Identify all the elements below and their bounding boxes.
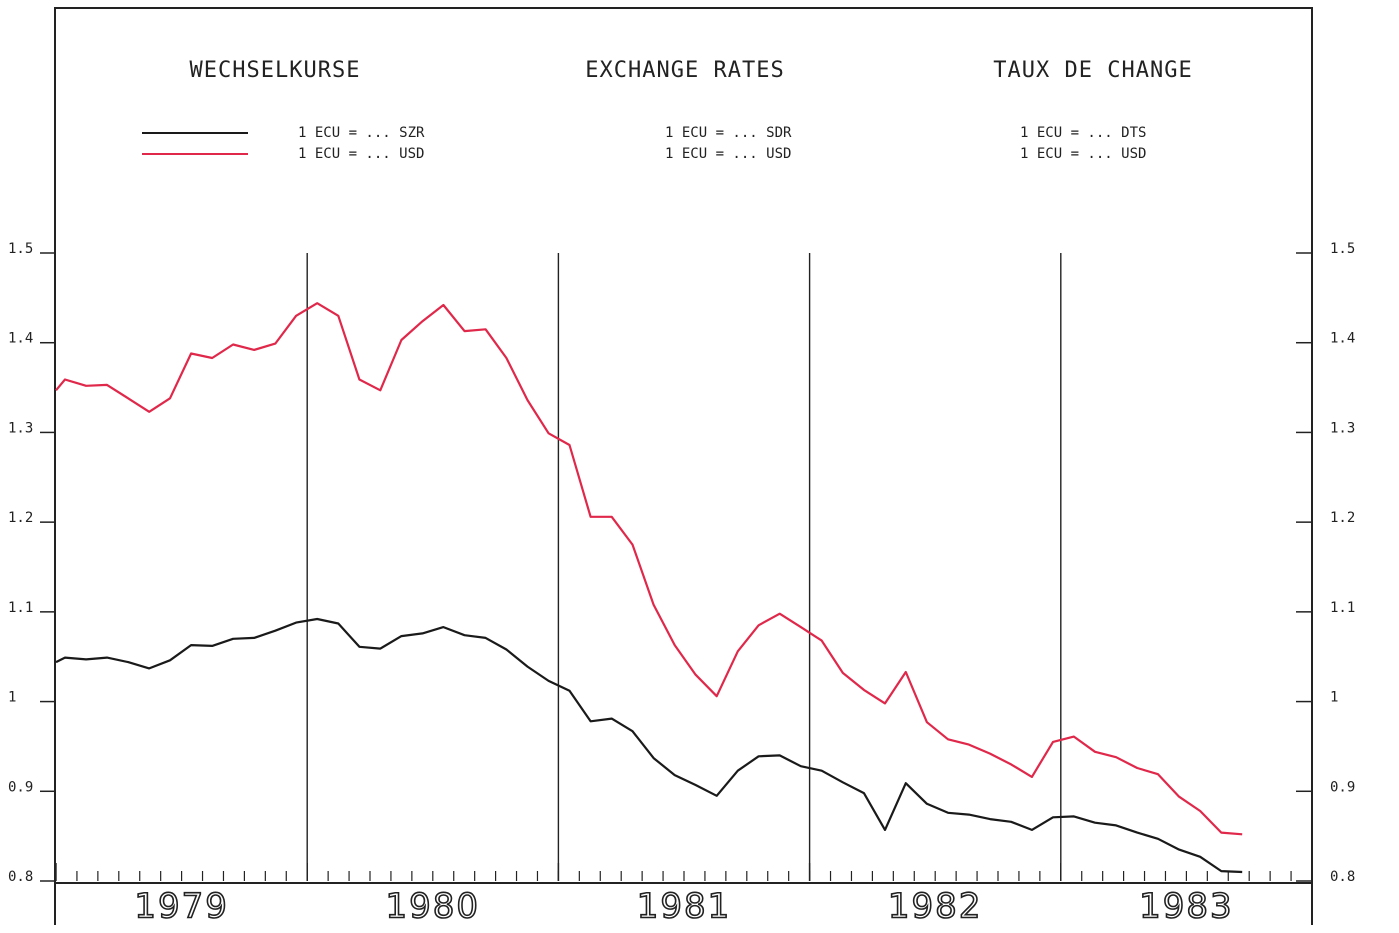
y-tick-label: 1.1 — [1330, 600, 1355, 616]
y-tick-label: 1.4 — [8, 331, 33, 347]
data-line — [55, 617, 1243, 874]
y-tick-label: 0.8 — [1330, 869, 1355, 885]
legend-label: 1 ECU = ... SDR — [665, 125, 792, 141]
y-tick-label: 1 — [8, 690, 16, 706]
legend-label: 1 ECU = ... USD — [1020, 146, 1146, 162]
x-tick-label: 1981 — [637, 887, 732, 927]
legend-label: 1 ECU = ... USD — [298, 146, 424, 162]
data-line — [55, 302, 1243, 836]
legend-label: 1 ECU = ... DTS — [1020, 125, 1146, 141]
chart-title: TAUX DE CHANGE — [993, 58, 1192, 83]
y-tick-label: 1.5 — [1330, 241, 1355, 257]
y-tick-label: 1.3 — [1330, 420, 1355, 436]
x-tick-label: 1980 — [386, 887, 481, 927]
x-tick-label: 1982 — [888, 887, 983, 927]
legend-label: 1 ECU = ... USD — [665, 146, 791, 162]
chart-title: EXCHANGE RATES — [585, 58, 784, 83]
plot-frame — [54, 7, 1313, 884]
x-tick-label: 1983 — [1139, 887, 1234, 927]
y-tick-label: 0.9 — [1330, 779, 1355, 795]
y-tick-label: 1.1 — [8, 600, 33, 616]
y-tick-label: 1.3 — [8, 420, 33, 436]
y-tick-label: 1 — [1330, 690, 1338, 706]
y-tick-label: 1.2 — [8, 510, 33, 526]
chart-title: WECHSELKURSE — [190, 58, 361, 83]
y-tick-label: 1.5 — [8, 241, 33, 257]
y-tick-label: 1.4 — [1330, 331, 1355, 347]
y-tick-label: 0.9 — [8, 779, 33, 795]
y-tick-label: 0.8 — [8, 869, 33, 885]
x-tick-label: 1979 — [134, 887, 229, 927]
legend-label: 1 ECU = ... SZR — [298, 125, 425, 141]
y-tick-label: 1.2 — [1330, 510, 1355, 526]
